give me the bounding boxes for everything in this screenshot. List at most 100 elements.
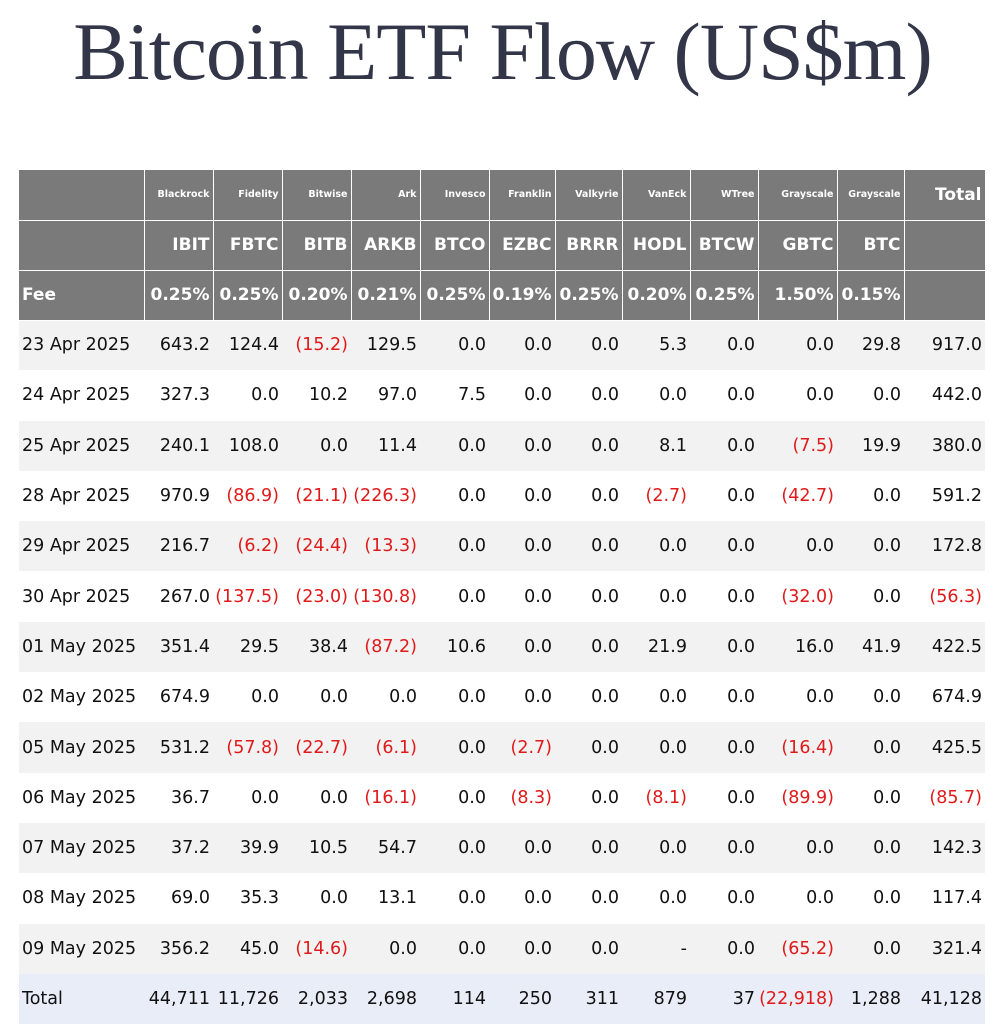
flow-value-cell: - <box>622 923 690 974</box>
flow-value-cell: 0.0 <box>282 873 351 924</box>
flow-value-cell: 54.7 <box>351 822 420 874</box>
flow-value-cell: 0.0 <box>622 571 690 622</box>
flow-value-cell: (6.2) <box>213 521 282 572</box>
flow-value-cell: 0.0 <box>282 420 351 471</box>
flow-value-cell: 531.2 <box>144 722 213 773</box>
flow-value-cell: 0.0 <box>758 873 837 924</box>
flow-value-cell: 129.5 <box>351 320 420 371</box>
flow-value-cell: 0.0 <box>690 320 758 371</box>
page-title: Bitcoin ETF Flow (US$m) <box>73 6 933 97</box>
flow-value-cell: 0.0 <box>420 420 489 471</box>
total-value-cell: 41,128 <box>904 973 985 1025</box>
flow-value-cell: 0.0 <box>489 923 555 974</box>
flow-value-cell: (65.2) <box>758 923 837 974</box>
flow-value-cell: 0.0 <box>690 923 758 974</box>
flow-value-cell: 267.0 <box>144 571 213 622</box>
flow-value-cell: 0.0 <box>622 672 690 723</box>
flow-value-cell: 0.0 <box>555 320 622 371</box>
issuer-header-cell-9: WTree <box>690 170 759 221</box>
flow-value-cell: 970.9 <box>144 470 213 522</box>
flow-value-cell: 37.2 <box>144 822 213 874</box>
flow-value-cell: 0.0 <box>837 470 904 522</box>
flow-value-cell: 29.8 <box>837 320 904 371</box>
flow-value-cell: 0.0 <box>555 470 622 522</box>
issuer-header-cell-7: Valkyrie <box>555 170 623 221</box>
flow-value-cell: 0.0 <box>489 621 555 673</box>
flow-value-cell: 0.0 <box>837 873 904 924</box>
flow-value-cell: 0.0 <box>555 571 622 622</box>
flow-value-cell: 36.7 <box>144 772 213 823</box>
flow-value-cell: 917.0 <box>904 320 985 371</box>
table-row: 30 Apr 2025 267.0 (137.5) (23.0) (130.8) 0.0 0… <box>19 571 985 622</box>
row-date-cell: 23 Apr 2025 <box>19 320 144 371</box>
flow-value-cell: 0.0 <box>555 822 622 874</box>
issuer-header-cell-10: Grayscale <box>758 170 838 221</box>
flow-value-cell: (42.7) <box>758 470 837 522</box>
fee-header-cell-8: 0.20% <box>622 270 691 321</box>
flow-value-cell: 240.1 <box>144 420 213 471</box>
flow-value-cell: 674.9 <box>904 672 985 723</box>
issuer-header-cell-6: Franklin <box>489 170 556 221</box>
issuer-header-cell-12: Total <box>904 170 986 221</box>
flow-value-cell: 0.0 <box>213 370 282 421</box>
row-date-cell: 09 May 2025 <box>19 923 144 974</box>
flow-value-cell: 0.0 <box>489 320 555 371</box>
flow-value-cell: (89.9) <box>758 772 837 823</box>
flow-value-cell: 0.0 <box>420 722 489 773</box>
flow-value-cell: 0.0 <box>420 521 489 572</box>
flow-value-cell: 0.0 <box>690 571 758 622</box>
flow-value-cell: (226.3) <box>351 470 420 522</box>
flow-value-cell: 0.0 <box>690 521 758 572</box>
totals-label: Total <box>19 973 144 1025</box>
flow-value-cell: 356.2 <box>144 923 213 974</box>
flow-value-cell: 0.0 <box>555 370 622 421</box>
issuer-header-cell-8: VanEck <box>622 170 691 221</box>
ticker-header-cell-10: GBTC <box>758 220 838 271</box>
row-date-cell: 07 May 2025 <box>19 822 144 874</box>
flow-value-cell: 10.2 <box>282 370 351 421</box>
flow-value-cell: 0.0 <box>555 521 622 572</box>
flow-value-cell: (56.3) <box>904 571 985 622</box>
table-row: 25 Apr 2025 240.1 108.0 0.0 11.4 0.0 0.0 0.0 8.1… <box>19 420 985 471</box>
total-value-cell: 37 <box>690 973 758 1025</box>
table-row: 28 Apr 2025 970.9 (86.9) (21.1) (226.3) 0.0 0.… <box>19 470 985 522</box>
flow-value-cell: 425.5 <box>904 722 985 773</box>
table-row: 23 Apr 2025 643.2 124.4 (15.2) 129.5 0.0 0.0 0.… <box>19 320 985 371</box>
flow-value-cell: 0.0 <box>690 470 758 522</box>
flow-value-cell: (13.3) <box>351 521 420 572</box>
flow-value-cell: 0.0 <box>758 822 837 874</box>
flow-value-cell: 0.0 <box>690 370 758 421</box>
flow-value-cell: 0.0 <box>489 420 555 471</box>
fee-header-cell-9: 0.25% <box>690 270 759 321</box>
issuer-header-row: Blackrock Fidelity Bitwise Ark Invesco Frankl… <box>19 170 986 221</box>
row-date-cell: 05 May 2025 <box>19 722 144 773</box>
flow-value-cell: 0.0 <box>420 873 489 924</box>
issuer-header-cell-1: Blackrock <box>144 170 214 221</box>
ticker-header-cell-12 <box>904 220 986 271</box>
ticker-header-cell-1: IBIT <box>144 220 214 271</box>
flow-value-cell: 5.3 <box>622 320 690 371</box>
flow-value-cell: 0.0 <box>690 772 758 823</box>
flow-value-cell: (8.3) <box>489 772 555 823</box>
flow-value-cell: 0.0 <box>489 521 555 572</box>
flow-value-cell: 0.0 <box>758 521 837 572</box>
etf-flow-table: Blackrock Fidelity Bitwise Ark Invesco Frankl… <box>19 170 986 1025</box>
flow-value-cell: 21.9 <box>622 621 690 673</box>
fee-header-cell-6: 0.19% <box>489 270 556 321</box>
flow-value-cell: 380.0 <box>904 420 985 471</box>
flow-value-cell: 97.0 <box>351 370 420 421</box>
fee-header-cell-3: 0.20% <box>282 270 352 321</box>
flow-value-cell: 0.0 <box>837 521 904 572</box>
row-date-cell: 02 May 2025 <box>19 672 144 723</box>
fee-header-cell-1: 0.25% <box>144 270 214 321</box>
flow-value-cell: (16.1) <box>351 772 420 823</box>
flow-value-cell: (23.0) <box>282 571 351 622</box>
flow-value-cell: 0.0 <box>420 571 489 622</box>
flow-value-cell: 0.0 <box>420 320 489 371</box>
flow-value-cell: 0.0 <box>555 420 622 471</box>
row-date-cell: 01 May 2025 <box>19 621 144 673</box>
flow-value-cell: 0.0 <box>837 822 904 874</box>
flow-value-cell: (57.8) <box>213 722 282 773</box>
flow-value-cell: (16.4) <box>758 722 837 773</box>
flow-value-cell: 0.0 <box>489 370 555 421</box>
